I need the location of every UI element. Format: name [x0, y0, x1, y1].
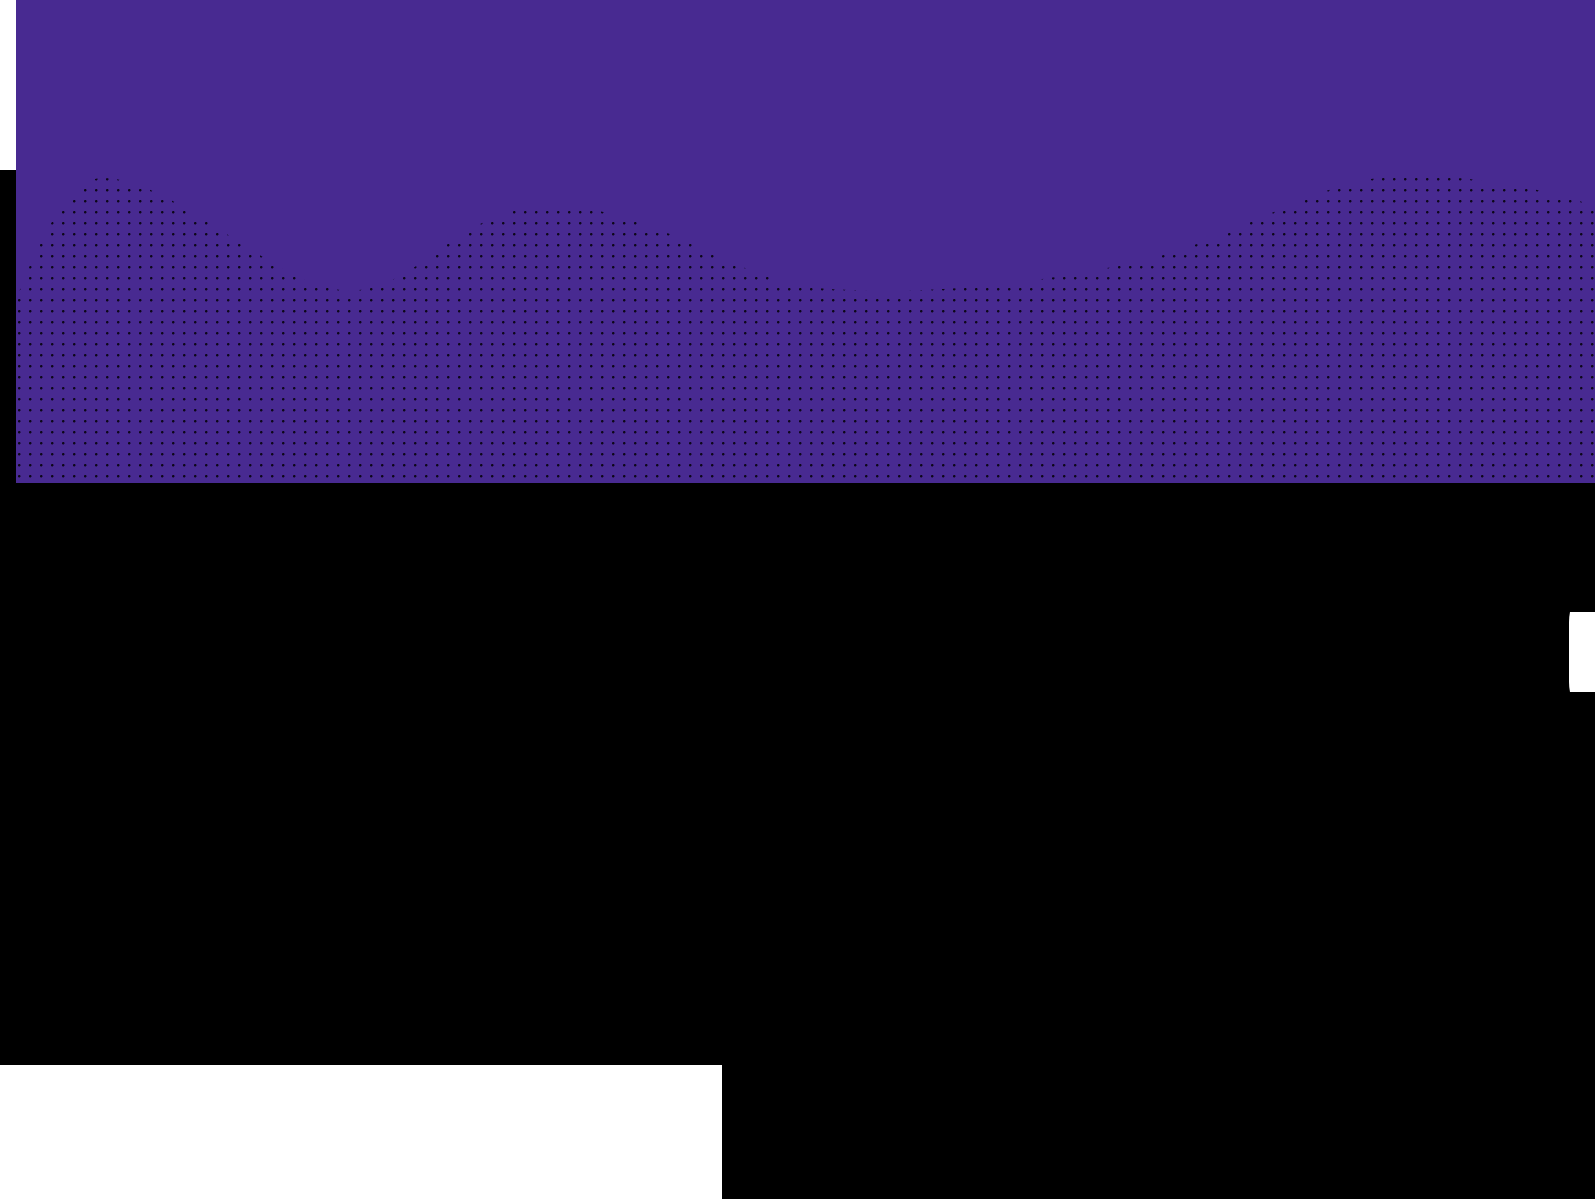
- bottom-panel-label: [0, 1065, 1, 1066]
- right-edge-sliver: [1555, 612, 1595, 692]
- hero-banner: [16, 0, 1595, 483]
- dot-pattern-decoration: [16, 0, 1595, 483]
- left-gutter: [0, 0, 16, 170]
- bottom-panel: [0, 1065, 722, 1199]
- body-region-label: [0, 483, 1, 484]
